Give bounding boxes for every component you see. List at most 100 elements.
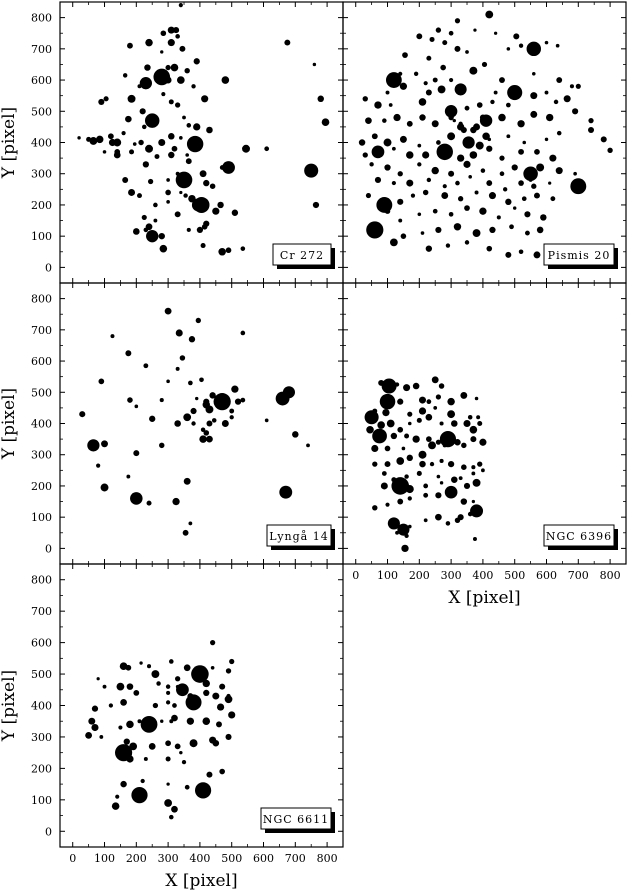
star-point bbox=[518, 43, 524, 48]
star-point bbox=[206, 126, 213, 134]
star-point bbox=[168, 99, 174, 105]
star-point bbox=[474, 190, 479, 195]
star-point bbox=[159, 244, 168, 253]
x-tick-label: 700 bbox=[285, 852, 306, 865]
star-point bbox=[526, 41, 542, 57]
star-point bbox=[219, 768, 225, 775]
star-point bbox=[418, 98, 427, 106]
star-point bbox=[242, 144, 250, 153]
star-point bbox=[489, 226, 496, 234]
star-point bbox=[385, 72, 402, 88]
star-point bbox=[362, 96, 368, 102]
star-point bbox=[403, 384, 411, 392]
star-point bbox=[384, 461, 391, 468]
y-tick-label: 300 bbox=[31, 449, 52, 462]
star-point bbox=[453, 223, 462, 231]
star-point bbox=[506, 47, 511, 51]
star-point bbox=[102, 150, 107, 154]
star-point bbox=[372, 505, 378, 511]
star-point bbox=[129, 149, 135, 155]
star-point bbox=[600, 136, 607, 143]
star-point bbox=[143, 227, 149, 233]
star-point bbox=[413, 71, 419, 76]
star-point bbox=[131, 787, 148, 804]
star-point bbox=[179, 750, 183, 755]
star-point bbox=[451, 420, 458, 427]
star-point bbox=[417, 143, 422, 148]
star-point bbox=[524, 211, 531, 218]
star-point bbox=[183, 193, 188, 198]
star-point bbox=[426, 177, 432, 183]
star-point bbox=[454, 45, 461, 52]
star-point bbox=[544, 40, 549, 45]
y-tick-label: 400 bbox=[31, 700, 52, 713]
star-point bbox=[200, 243, 206, 249]
star-point bbox=[481, 468, 485, 473]
legend-label: Lyngå 14 bbox=[269, 530, 329, 543]
star-point bbox=[211, 418, 217, 423]
star-point bbox=[101, 440, 108, 448]
star-point bbox=[171, 805, 178, 813]
star-point bbox=[455, 180, 460, 186]
star-point bbox=[179, 136, 183, 140]
star-point bbox=[210, 639, 216, 646]
star-point bbox=[165, 684, 171, 689]
star-point bbox=[433, 406, 438, 410]
y-tick-label: 800 bbox=[31, 12, 52, 25]
star-point bbox=[99, 735, 104, 739]
star-point bbox=[383, 138, 392, 147]
star-point bbox=[179, 190, 183, 195]
star-point bbox=[199, 377, 204, 383]
star-point bbox=[397, 171, 403, 177]
star-point bbox=[402, 52, 408, 58]
star-point bbox=[437, 85, 446, 94]
star-point bbox=[419, 460, 426, 468]
star-point bbox=[401, 544, 409, 553]
star-point bbox=[103, 96, 109, 102]
star-point bbox=[425, 413, 433, 421]
x-tick-label: 500 bbox=[221, 852, 242, 865]
star-point bbox=[172, 27, 180, 34]
star-point bbox=[132, 142, 137, 146]
x-tick-label: 300 bbox=[441, 569, 462, 582]
star-point bbox=[110, 334, 115, 339]
star-point bbox=[144, 64, 151, 71]
star-point bbox=[228, 711, 236, 719]
star-point bbox=[432, 208, 438, 214]
y-tick-label: 400 bbox=[31, 137, 52, 150]
star-point bbox=[448, 30, 454, 36]
star-point bbox=[467, 511, 473, 517]
star-point bbox=[77, 136, 81, 140]
star-point bbox=[429, 461, 435, 467]
star-point bbox=[225, 668, 232, 674]
star-point bbox=[140, 778, 145, 784]
star-point bbox=[159, 442, 165, 449]
legend-label: Pismis 20 bbox=[548, 249, 611, 262]
star-point bbox=[426, 55, 432, 61]
star-point bbox=[153, 202, 158, 208]
star-point bbox=[522, 140, 527, 145]
y-axis-label: Y [pixel] bbox=[0, 107, 19, 179]
star-point bbox=[435, 394, 442, 400]
star-point bbox=[137, 193, 142, 199]
star-point bbox=[189, 739, 198, 748]
star-point bbox=[231, 209, 239, 216]
star-point bbox=[134, 404, 139, 409]
star-point bbox=[240, 330, 246, 336]
star-point bbox=[374, 176, 382, 184]
star-point bbox=[472, 478, 481, 487]
star-point bbox=[399, 135, 407, 143]
star-point bbox=[486, 145, 493, 152]
star-point bbox=[145, 38, 153, 47]
star-point bbox=[158, 138, 166, 147]
star-point bbox=[209, 392, 216, 399]
star-point bbox=[439, 481, 444, 485]
star-point bbox=[498, 113, 506, 122]
star-point bbox=[397, 398, 404, 405]
star-point bbox=[506, 102, 511, 108]
star-point bbox=[398, 218, 403, 223]
y-tick-label: 500 bbox=[31, 668, 52, 681]
star-point bbox=[418, 396, 426, 404]
star-point bbox=[175, 102, 181, 108]
